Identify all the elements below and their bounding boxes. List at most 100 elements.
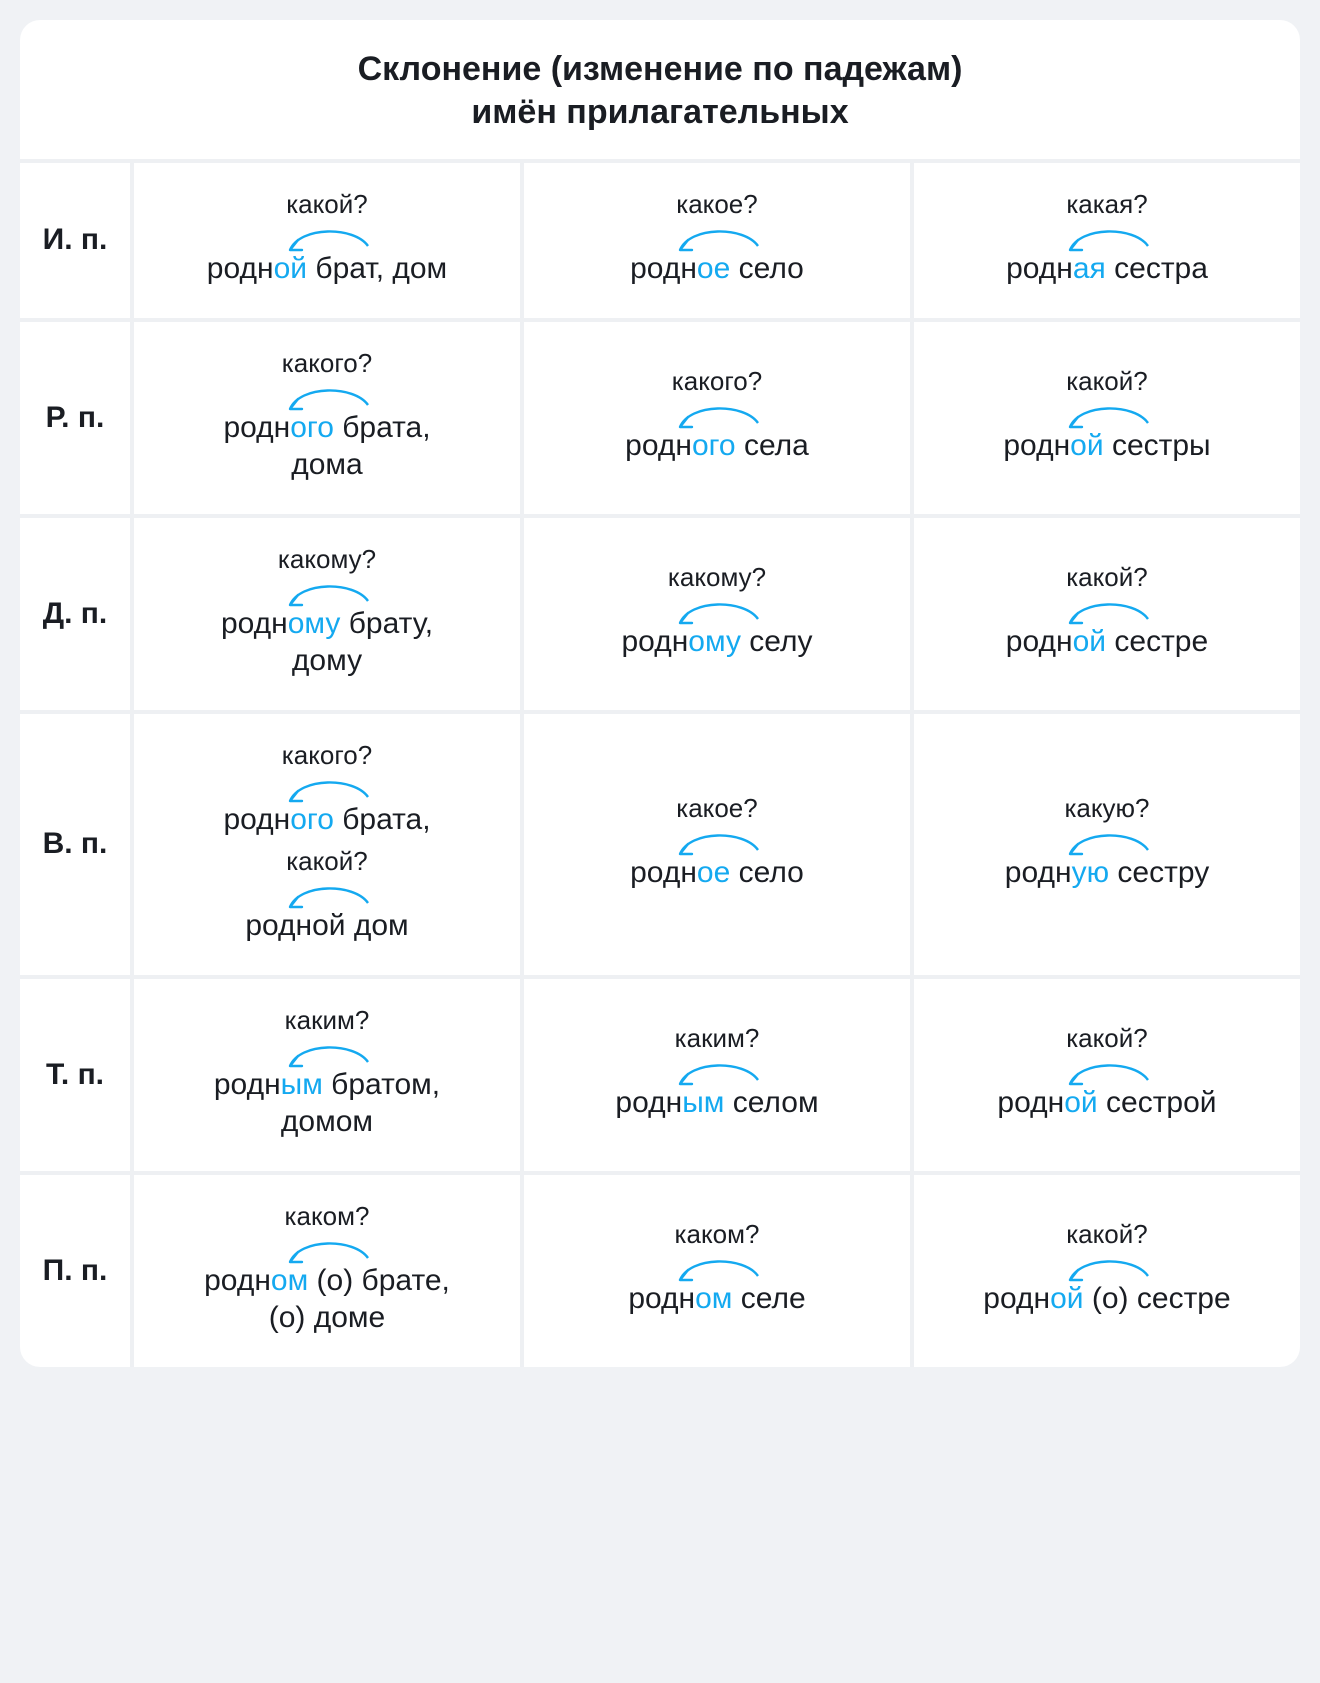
question-arc	[1052, 399, 1162, 429]
phrase-text: родной сестрой	[997, 1084, 1216, 1122]
case-label: В. п.	[20, 714, 130, 975]
question-arc	[272, 879, 382, 909]
question-word: какому?	[278, 544, 376, 575]
data-cell: какая? родная сестра	[914, 163, 1300, 318]
case-entry: каким? родным селом	[615, 1023, 818, 1122]
case-label: Р. п.	[20, 322, 130, 514]
phrase-text: родном (о) брате,(о) доме	[204, 1262, 450, 1337]
question-word: какое?	[676, 189, 757, 220]
phrase-text: родной дом	[245, 907, 408, 945]
question-arc	[1052, 826, 1162, 856]
data-cell: какого? родного брата,дома	[134, 322, 520, 514]
case-entry: какого? родного брата,дома	[223, 348, 430, 484]
data-cell: какое? родное село	[524, 714, 910, 975]
question-word: какому?	[668, 562, 766, 593]
question-word: какое?	[676, 793, 757, 824]
case-entry: какой? родной дом	[245, 846, 408, 945]
data-cell: какую? родную сестру	[914, 714, 1300, 975]
question-word: какого?	[282, 740, 372, 771]
phrase-text: родному селу	[622, 623, 813, 661]
question-arc	[662, 595, 772, 625]
question-word: какая?	[1066, 189, 1147, 220]
question-arc	[1052, 595, 1162, 625]
question-arc	[662, 826, 772, 856]
phrase-text: родное село	[630, 854, 804, 892]
question-arc	[1052, 222, 1162, 252]
table-title: Склонение (изменение по падежам) имён пр…	[20, 20, 1300, 159]
data-cell: какой? родной (о) сестре	[914, 1175, 1300, 1367]
question-word: какого?	[282, 348, 372, 379]
case-label: П. п.	[20, 1175, 130, 1367]
data-cell: какой? родной брат, дом	[134, 163, 520, 318]
case-label: Д. п.	[20, 518, 130, 710]
case-label: И. п.	[20, 163, 130, 318]
question-arc	[1052, 1056, 1162, 1086]
case-entry: какую? родную сестру	[1005, 793, 1209, 892]
case-entry: какой? родной (о) сестре	[983, 1219, 1230, 1318]
title-line-1: Склонение (изменение по падежам)	[358, 50, 963, 88]
phrase-text: родной сестры	[1003, 427, 1210, 465]
case-entry: каком? родном (о) брате,(о) доме	[204, 1201, 450, 1337]
question-word: какой?	[1066, 1023, 1148, 1054]
phrase-text: родная сестра	[1006, 250, 1208, 288]
question-word: каком?	[285, 1201, 370, 1232]
question-arc	[272, 222, 382, 252]
data-cell: какому? родному брату,дому	[134, 518, 520, 710]
case-entry: каким? родным братом,домом	[214, 1005, 440, 1141]
data-cell: каким? родным селом	[524, 979, 910, 1171]
phrase-text: родному брату,дому	[221, 605, 433, 680]
question-word: какой?	[1066, 366, 1148, 397]
case-entry: какому? родному селу	[622, 562, 813, 661]
data-cell: какой? родной сестре	[914, 518, 1300, 710]
question-arc	[662, 1056, 772, 1086]
question-arc	[272, 1038, 382, 1068]
title-line-2: имён прилагательных	[471, 93, 848, 131]
case-entry: какая? родная сестра	[1006, 189, 1208, 288]
question-word: какую?	[1064, 793, 1149, 824]
question-word: какой?	[286, 189, 368, 220]
question-arc	[662, 1252, 772, 1282]
declension-table: Склонение (изменение по падежам) имён пр…	[20, 20, 1300, 1367]
question-word: какого?	[672, 366, 762, 397]
data-cell: каком? родном (о) брате,(о) доме	[134, 1175, 520, 1367]
phrase-text: родной (о) сестре	[983, 1280, 1230, 1318]
data-cell: какого? родного брата,какой? родной дом	[134, 714, 520, 975]
data-cell: какого? родного села	[524, 322, 910, 514]
phrase-text: родного села	[625, 427, 809, 465]
case-entry: какой? родной брат, дом	[207, 189, 447, 288]
data-cell: каким? родным братом,домом	[134, 979, 520, 1171]
data-cell: какой? родной сестры	[914, 322, 1300, 514]
question-word: каком?	[675, 1219, 760, 1250]
case-entry: какого? родного брата,	[223, 740, 430, 839]
case-entry: какой? родной сестре	[1006, 562, 1208, 661]
data-cell: каком? родном селе	[524, 1175, 910, 1367]
question-arc	[272, 1234, 382, 1264]
question-arc	[272, 381, 382, 411]
case-entry: какой? родной сестрой	[997, 1023, 1216, 1122]
question-word: какой?	[1066, 562, 1148, 593]
question-word: какой?	[1066, 1219, 1148, 1250]
question-word: каким?	[285, 1005, 370, 1036]
case-entry: какому? родному брату,дому	[221, 544, 433, 680]
data-cell: какое? родное село	[524, 163, 910, 318]
phrase-text: родное село	[630, 250, 804, 288]
phrase-text: родной сестре	[1006, 623, 1208, 661]
question-arc	[662, 222, 772, 252]
question-word: каким?	[675, 1023, 760, 1054]
phrase-text: родного брата,дома	[223, 409, 430, 484]
case-entry: какое? родное село	[630, 793, 804, 892]
case-entry: какой? родной сестры	[1003, 366, 1210, 465]
case-entry: какого? родного села	[625, 366, 809, 465]
phrase-text: родным братом,домом	[214, 1066, 440, 1141]
phrase-text: родного брата,	[223, 801, 430, 839]
question-arc	[272, 577, 382, 607]
question-word: какой?	[286, 846, 368, 877]
data-cell: какому? родному селу	[524, 518, 910, 710]
phrase-text: родной брат, дом	[207, 250, 447, 288]
case-label: Т. п.	[20, 979, 130, 1171]
case-entry: каком? родном селе	[628, 1219, 805, 1318]
phrase-text: родную сестру	[1005, 854, 1209, 892]
question-arc	[1052, 1252, 1162, 1282]
data-cell: какой? родной сестрой	[914, 979, 1300, 1171]
case-entry: какое? родное село	[630, 189, 804, 288]
